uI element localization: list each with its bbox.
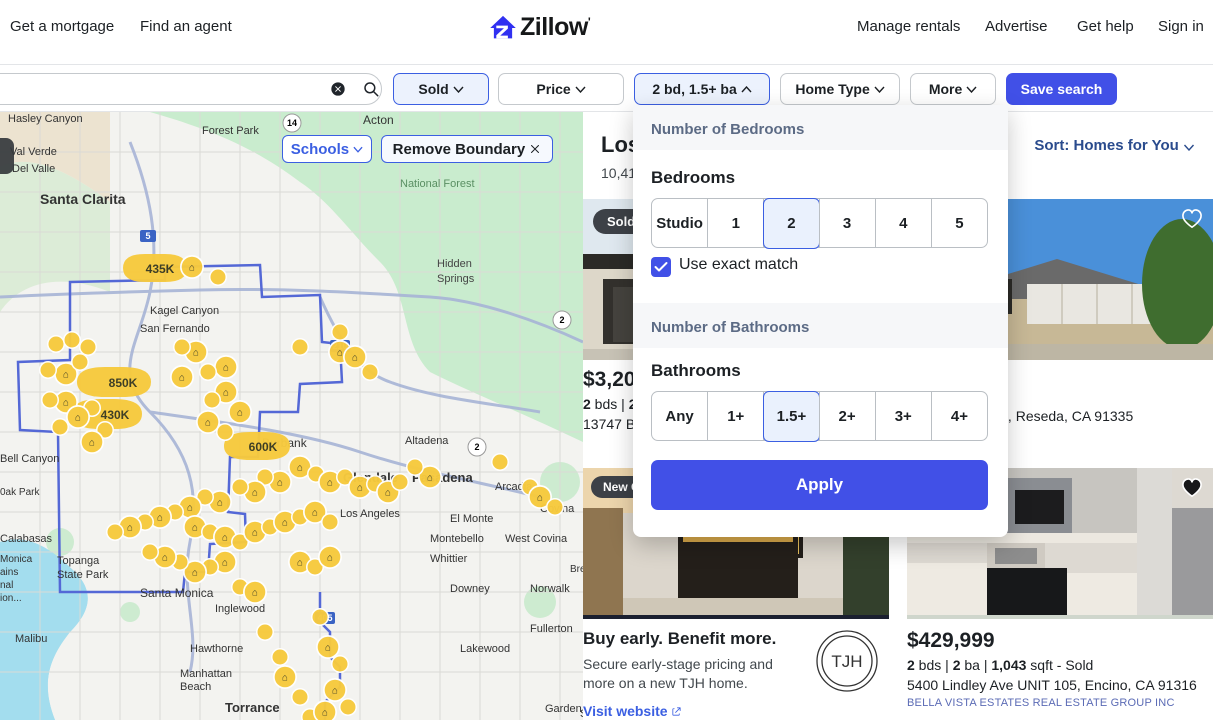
svg-text:14: 14 (287, 118, 297, 128)
svg-text:Garden Grove: Garden Grove (545, 703, 583, 715)
svg-text:Santa Clarita: Santa Clarita (40, 191, 126, 207)
svg-text:Calabasas: Calabasas (0, 533, 52, 545)
svg-text:0ak Park: 0ak Park (0, 487, 40, 498)
svg-text:ains: ains (0, 567, 18, 578)
svg-text:Kagel Canyon: Kagel Canyon (150, 305, 219, 317)
svg-text:Pasadena: Pasadena (412, 470, 473, 485)
svg-text:Covina: Covina (540, 503, 575, 515)
svg-text:405: 405 (317, 613, 332, 623)
svg-text:Manhattan: Manhattan (180, 668, 232, 680)
svg-text:Val Verde: Val Verde (10, 146, 57, 158)
svg-text:Altadena: Altadena (405, 435, 449, 447)
svg-text:Downey: Downey (450, 583, 490, 595)
svg-text:West Covina: West Covina (505, 533, 568, 545)
svg-text:Torrance: Torrance (225, 700, 280, 715)
svg-text:San Fernando: San Fernando (140, 323, 210, 335)
svg-text:Beach: Beach (180, 681, 211, 693)
svg-text:5: 5 (145, 231, 150, 241)
svg-text:Forest Park: Forest Park (202, 125, 259, 137)
svg-text:Acton: Acton (363, 113, 394, 127)
svg-text:State Park: State Park (57, 569, 109, 581)
svg-text:Glendale: Glendale (343, 470, 398, 485)
svg-text:Santa Monica: Santa Monica (140, 586, 214, 600)
svg-text:Arcadia: Arcadia (495, 481, 533, 493)
svg-text:Topanga: Topanga (57, 555, 100, 567)
svg-text:El Monte: El Monte (450, 513, 493, 525)
svg-text:Brea: Brea (570, 564, 583, 575)
svg-text:ion...: ion... (0, 593, 22, 604)
svg-text:Hasley Canyon: Hasley Canyon (8, 113, 83, 125)
svg-text:nal: nal (0, 580, 13, 591)
svg-text:National Forest: National Forest (400, 178, 475, 190)
svg-text:Fullerton: Fullerton (530, 623, 573, 635)
svg-text:Hawthorne: Hawthorne (190, 643, 243, 655)
svg-text:Monica: Monica (0, 554, 33, 565)
svg-text:Springs: Springs (437, 273, 475, 285)
svg-text:Del Valle: Del Valle (12, 163, 55, 175)
svg-text:Burbank: Burbank (262, 436, 308, 450)
svg-text:Bell Canyon: Bell Canyon (0, 453, 59, 465)
svg-text:Norwalk: Norwalk (530, 583, 570, 595)
svg-text:2: 2 (559, 315, 564, 325)
svg-text:Hidden: Hidden (437, 258, 472, 270)
svg-text:2: 2 (474, 442, 479, 452)
svg-text:Montebello: Montebello (430, 533, 484, 545)
svg-text:Whittier: Whittier (430, 553, 468, 565)
svg-text:Inglewood: Inglewood (215, 603, 265, 615)
svg-text:Los Angeles: Los Angeles (340, 508, 400, 520)
svg-text:Malibu: Malibu (15, 633, 47, 645)
svg-text:Lakewood: Lakewood (460, 643, 510, 655)
svg-text:210: 210 (332, 341, 347, 351)
svg-text:TJH: TJH (831, 652, 862, 671)
